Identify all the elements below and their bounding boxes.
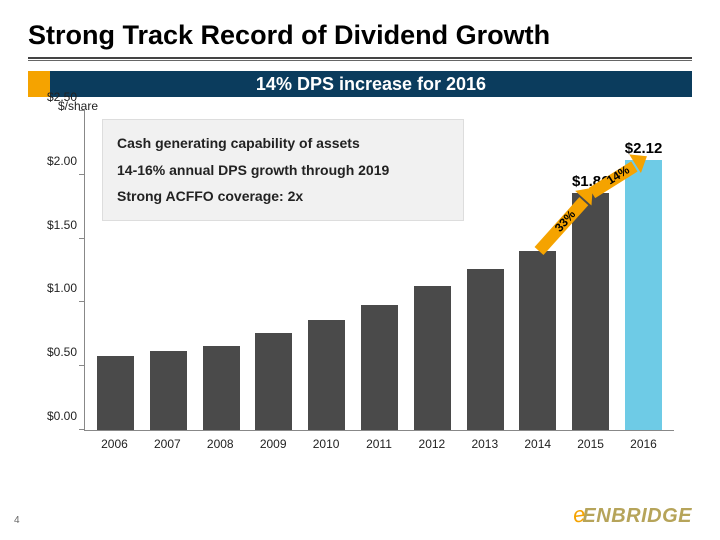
bar — [308, 320, 345, 430]
x-tick-label: 2013 — [466, 437, 503, 451]
x-tick-label: 2014 — [519, 437, 556, 451]
bar — [414, 286, 451, 430]
bar: $2.12 — [625, 160, 662, 431]
bar — [255, 333, 292, 430]
y-tick-mark — [79, 110, 85, 111]
banner: 14% DPS increase for 2016 — [28, 71, 692, 97]
x-tick-label: 2009 — [255, 437, 292, 451]
x-tick-label: 2006 — [96, 437, 133, 451]
page-number: 4 — [14, 515, 20, 526]
bar — [203, 346, 240, 430]
callout-line: 14-16% annual DPS growth through 2019 — [117, 157, 449, 184]
dividend-chart: $/share $1.86$2.12 $0.00$0.50$1.00$1.50$… — [28, 111, 692, 451]
y-tick-mark — [79, 174, 85, 175]
y-tick-label: $0.50 — [47, 345, 77, 359]
title-divider — [28, 57, 692, 61]
x-tick-label: 2010 — [308, 437, 345, 451]
y-tick-label: $1.00 — [47, 281, 77, 295]
y-tick-mark — [79, 365, 85, 366]
banner-text: 14% DPS increase for 2016 — [50, 71, 692, 97]
y-tick-label: $0.00 — [47, 409, 77, 423]
logo-wordmark: ENBRIDGE — [582, 505, 692, 527]
y-tick-mark — [79, 301, 85, 302]
y-tick-mark — [79, 429, 85, 430]
x-tick-label: 2007 — [149, 437, 186, 451]
callout-line: Cash generating capability of assets — [117, 130, 449, 157]
bar — [97, 356, 134, 430]
bar — [519, 251, 556, 430]
page-title: Strong Track Record of Dividend Growth — [28, 20, 692, 51]
bar: $1.86 — [572, 193, 609, 430]
x-tick-label: 2008 — [202, 437, 239, 451]
x-tick-label: 2016 — [625, 437, 662, 451]
bar — [361, 305, 398, 430]
x-axis-labels: 2006 2007 2008 2009 2010 2011 2012 2013 2014 2015… — [84, 431, 674, 451]
bar — [467, 269, 504, 430]
y-tick-mark — [79, 238, 85, 239]
y-tick-label: $1.50 — [47, 218, 77, 232]
x-tick-label: 2012 — [413, 437, 450, 451]
y-tick-label: $2.00 — [47, 154, 77, 168]
enbridge-logo: eENBRIDGE — [573, 502, 692, 528]
bar — [150, 351, 187, 430]
y-tick-label: $2.50 — [47, 90, 77, 104]
x-tick-label: 2015 — [572, 437, 609, 451]
callout-box: Cash generating capability of assets 14-… — [102, 119, 464, 221]
x-tick-label: 2011 — [360, 437, 397, 451]
callout-line: Strong ACFFO coverage: 2x — [117, 183, 449, 210]
